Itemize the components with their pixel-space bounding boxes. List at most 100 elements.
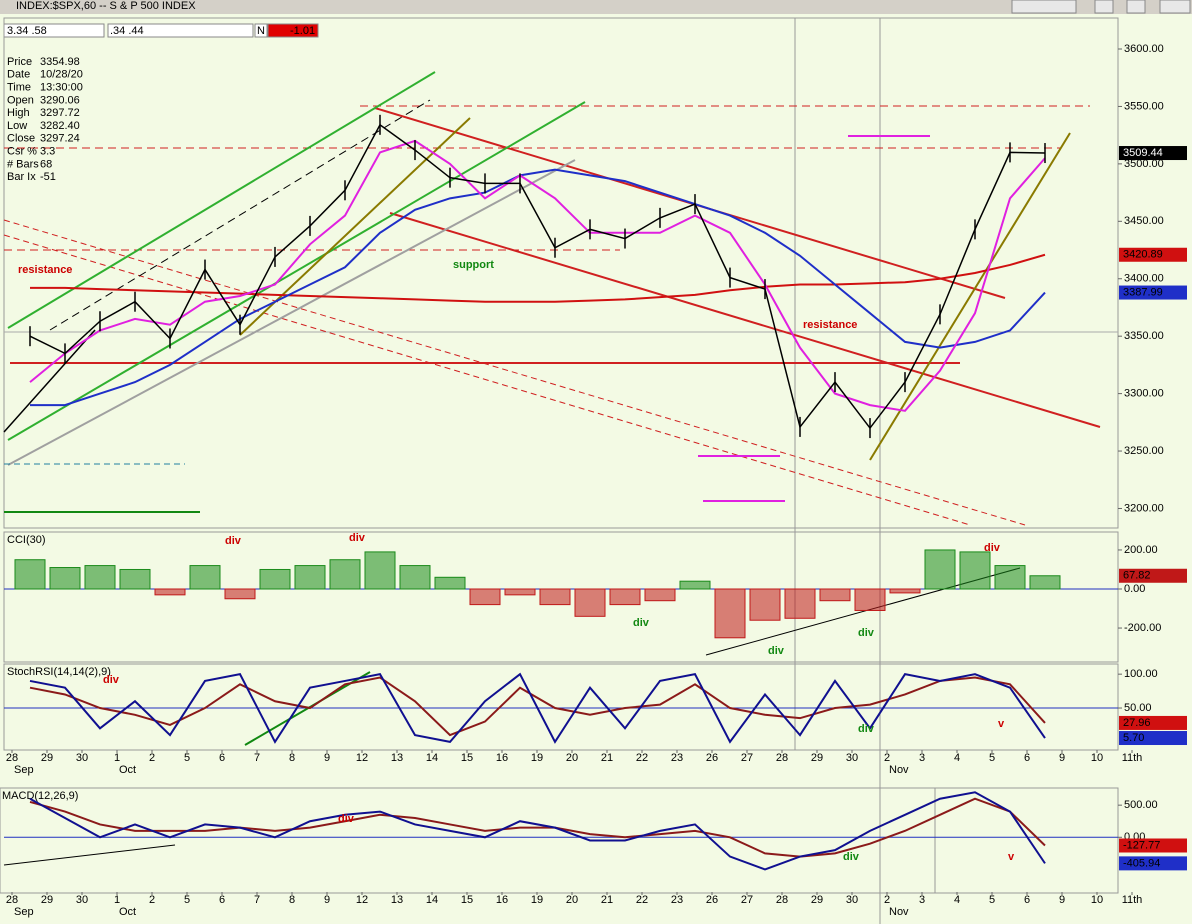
x-tick-label: 6 [1024,894,1030,906]
y-tick-label: 50.00 [1124,702,1152,714]
end-label: 3509.44 [1123,147,1163,159]
x-tick-label: 28 [776,894,788,906]
panel-title: CCI(30) [7,534,46,546]
y-tick-label: 3350.00 [1124,330,1164,342]
x-tick-label: 8 [289,894,295,906]
month-label: Sep [14,906,34,918]
trendlines [3,71,1101,866]
x-tick-label: 9 [324,894,330,906]
x-tick-label: 28 [6,752,18,764]
series-line [30,253,1046,303]
info-label: High [7,107,30,119]
annotation: div [768,645,785,657]
channel [7,101,586,441]
bar [679,580,711,590]
x-tick-label: 13 [391,894,403,906]
end-label: 67.82 [1123,570,1151,582]
x-tick-label: 28 [776,752,788,764]
series-line [30,168,1046,407]
x-tick-label: 2 [884,752,890,764]
series-line [29,123,1046,430]
month-label: Oct [119,906,136,918]
x-tick-label: 5 [184,894,190,906]
bar [539,588,571,606]
month-label: Nov [889,764,909,776]
close-button[interactable] [1159,0,1191,14]
bar [959,551,991,590]
x-tick-label: 8 [289,752,295,764]
series-line [29,797,1046,858]
x-tick-label: 22 [636,894,648,906]
annotation: resistance [803,319,857,331]
bar [854,588,886,611]
field: N [257,25,265,37]
x-tick-label: 16 [496,752,508,764]
x-tick-label: 4 [954,894,960,906]
x-tick-label: 3 [919,752,925,764]
end-label: -405.94 [1123,857,1160,869]
field: .34 .44 [110,25,144,37]
series-line [29,672,1046,744]
bar [224,588,256,600]
x-tick-label: 11th [1122,894,1143,906]
x-tick-label: 2 [884,894,890,906]
title-bar [0,0,1192,14]
x-tick-label: 26 [706,752,718,764]
info-value: 13:30:00 [40,82,83,94]
end-box [1119,247,1187,262]
end-label: 3420.89 [1123,249,1163,261]
x-tick-label: 22 [636,752,648,764]
x-tick-label: 4 [954,752,960,764]
channel [869,132,1071,461]
minimize-button[interactable] [1094,0,1114,14]
bar [994,565,1026,590]
trendline [3,844,176,866]
x-tick-label: 23 [671,894,683,906]
x-tick-label: 3 [919,894,925,906]
end-box [1119,715,1187,730]
y-tick-label: 3250.00 [1124,445,1164,457]
end-box [1119,731,1187,746]
x-tick-label: 30 [846,894,858,906]
annotation: resistance [18,264,72,276]
x-tick-label: 29 [41,894,53,906]
y-tick-label: 500.00 [1124,799,1158,811]
x-tick-label: 5 [989,752,995,764]
x-tick-label: 20 [566,752,578,764]
x-tick-label: 5 [989,894,995,906]
bar [504,588,536,596]
info-value: 68 [40,158,52,170]
trendline [3,329,96,433]
x-tick-label: 9 [1059,752,1065,764]
annotation: div [633,617,650,629]
field: 3.34 .58 [7,25,47,37]
macd-panel [0,787,1119,894]
bar [84,565,116,590]
series-line [29,676,1046,737]
bar [644,588,676,602]
x-tick-label: 6 [219,752,225,764]
y-tick-label: 3600.00 [1124,43,1164,55]
x-tick-label: 19 [531,894,543,906]
bar [329,559,361,590]
y-tick-label: 3300.00 [1124,388,1164,400]
y-tick-label: 3400.00 [1124,273,1164,285]
bar [259,568,291,590]
bar [189,565,221,590]
info-label: Date [7,69,30,81]
x-tick-label: 27 [741,752,753,764]
maximize-button[interactable] [1126,0,1146,14]
channel [3,219,1026,526]
x-tick-label: 13 [391,752,403,764]
annotation: div [225,535,242,547]
annotation: div [338,813,355,825]
end-label: 5.70 [1123,732,1144,744]
bar [294,565,326,590]
x-tick-label: 29 [811,894,823,906]
y-tick-label: 200.00 [1124,544,1158,556]
symbol-box[interactable] [1011,0,1077,14]
info-label: Csr % [7,146,37,158]
x-tick-label: 10 [1091,894,1103,906]
channel [3,234,971,526]
